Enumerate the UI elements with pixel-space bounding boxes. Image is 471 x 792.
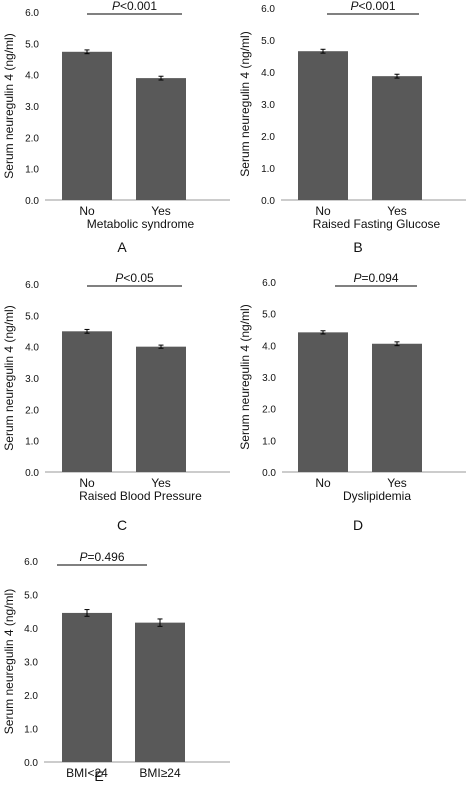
x-axis-title: Raised Blood Pressure — [79, 489, 202, 503]
y-tick-label: 2.0 — [25, 405, 39, 416]
error-bar — [84, 49, 90, 55]
error-bar — [320, 48, 326, 54]
y-tick-label: 0.0 — [261, 196, 275, 207]
y-tick-label: 2.0 — [24, 691, 38, 702]
p-value-label: P<0.001 — [350, 0, 395, 13]
x-tick-label: BMI<24 — [66, 766, 108, 780]
chart-panel-d: 0.0 1.0 2.0 3.0 4.0 5.0 6.0 Serum neuregulin 4 … — [238, 271, 466, 533]
bar-yes — [372, 76, 422, 200]
error-bar — [158, 75, 164, 81]
bar-bmi-24 — [135, 622, 185, 762]
x-tick-label: Yes — [151, 204, 171, 218]
y-tick-label: 0.0 — [25, 196, 39, 207]
y-tick-label: 1.0 — [261, 164, 275, 175]
y-tick-label: 4.0 — [24, 624, 38, 635]
x-axis-title: Metabolic syndrome — [87, 217, 195, 231]
y-tick-label: 1.0 — [25, 437, 39, 448]
y-tick-label: 3.0 — [25, 374, 39, 385]
error-bar — [84, 609, 90, 617]
chart-panel-c: 0.0 1.0 2.0 3.0 4.0 5.0 6.0 Serum neuregulin 4 … — [2, 271, 230, 533]
y-tick-label: 2.0 — [25, 133, 39, 144]
p-value-label: P<0.001 — [112, 0, 157, 13]
y-axis-label: Serum neuregulin 4 (ng/ml) — [238, 304, 252, 449]
panel-letter: E — [94, 768, 103, 784]
panel-letter: D — [353, 517, 363, 533]
x-tick-label: BMI≥24 — [139, 766, 181, 780]
panel-letter: C — [117, 517, 127, 533]
y-tick-label: 4.0 — [262, 341, 276, 352]
y-tick-label: 4.0 — [261, 68, 275, 79]
x-tick-label: No — [315, 476, 331, 490]
y-tick-label: 2.0 — [262, 405, 276, 416]
y-tick-label: 0.0 — [25, 468, 39, 479]
y-tick-label: 6.0 — [25, 280, 39, 291]
y-tick-label: 3.0 — [261, 100, 275, 111]
p-value-label: P=0.496 — [79, 550, 124, 564]
y-tick-label: 5.0 — [25, 311, 39, 322]
bar-bmi-24 — [62, 612, 112, 762]
y-tick-label: 5.0 — [24, 591, 38, 602]
y-axis-label: Serum neuregulin 4 (ng/ml) — [2, 33, 16, 178]
y-tick-label: 4.0 — [25, 71, 39, 82]
x-tick-label: No — [315, 204, 331, 218]
bar-no — [62, 331, 112, 472]
bar-no — [298, 332, 348, 472]
y-tick-label: 5.0 — [25, 39, 39, 50]
y-tick-label: 0.0 — [262, 468, 276, 479]
chart-panel-a: 0.0 1.0 2.0 3.0 4.0 5.0 6.0 Serum neuregulin 4 … — [2, 0, 230, 255]
x-tick-label: Yes — [151, 476, 171, 490]
bar-no — [62, 51, 112, 200]
error-bar — [84, 328, 90, 334]
y-axis-label: Serum neuregulin 4 (ng/ml) — [2, 305, 16, 450]
y-tick-label: 3.0 — [262, 373, 276, 384]
panel-letter: B — [353, 239, 362, 255]
x-tick-label: No — [79, 204, 95, 218]
y-tick-label: 1.0 — [262, 436, 276, 447]
bar-yes — [136, 78, 186, 200]
y-tick-label: 3.0 — [25, 102, 39, 113]
bar-yes — [372, 343, 422, 472]
error-bar — [158, 344, 164, 349]
y-tick-label: 1.0 — [25, 165, 39, 176]
y-axis-label: Serum neuregulin 4 (ng/ml) — [2, 589, 16, 734]
bar-yes — [136, 346, 186, 472]
error-bar — [394, 73, 400, 79]
y-tick-label: 6.0 — [261, 4, 275, 15]
y-axis-label: Serum neuregulin 4 (ng/ml) — [238, 31, 252, 176]
bar-no — [298, 51, 348, 201]
y-tick-label: 6.0 — [262, 278, 276, 289]
p-value-label: P=0.094 — [353, 271, 398, 285]
y-tick-label: 6.0 — [24, 557, 38, 568]
x-tick-label: Yes — [387, 476, 407, 490]
error-bar — [394, 341, 400, 347]
error-bar — [320, 330, 326, 335]
x-tick-label: No — [79, 476, 95, 490]
y-tick-label: 2.0 — [261, 132, 275, 143]
x-axis-title: Raised Fasting Glucose — [313, 217, 441, 231]
y-tick-label: 0.0 — [24, 758, 38, 769]
x-axis-title: Dyslipidemia — [343, 489, 411, 503]
y-tick-label: 5.0 — [261, 36, 275, 47]
y-tick-label: 4.0 — [25, 343, 39, 354]
p-value-label: P<0.05 — [115, 271, 154, 285]
x-tick-label: Yes — [387, 204, 407, 218]
y-tick-label: 1.0 — [24, 725, 38, 736]
y-tick-label: 3.0 — [24, 658, 38, 669]
y-tick-label: 5.0 — [262, 310, 276, 321]
chart-panel-e: 0.0 1.0 2.0 3.0 4.0 5.0 6.0 Serum neuregulin 4 … — [2, 550, 230, 784]
y-tick-label: 6.0 — [25, 8, 39, 19]
chart-panel-b: 0.0 1.0 2.0 3.0 4.0 5.0 6.0 Serum neuregulin 4 … — [238, 0, 466, 255]
panel-letter: A — [117, 239, 127, 255]
error-bar — [157, 618, 163, 627]
